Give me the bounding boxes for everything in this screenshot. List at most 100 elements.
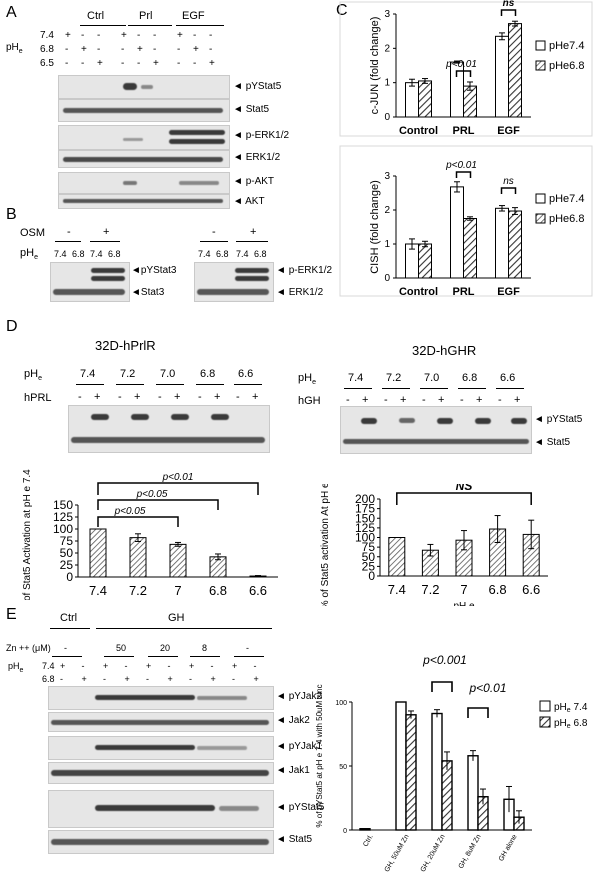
- sig-label: NS: [456, 484, 473, 493]
- ph-sign: -: [210, 661, 214, 671]
- group-underline: [234, 384, 262, 385]
- blot-stat5: [58, 99, 230, 122]
- ph-sign: -: [153, 30, 157, 41]
- sig-label: p<0.05: [114, 506, 146, 517]
- panel-a-letter: A: [6, 4, 17, 21]
- x-tick-label: EGF: [497, 286, 520, 298]
- x-tick-label: Control: [399, 125, 438, 137]
- sig-bracket: [467, 707, 489, 718]
- bar: [405, 714, 417, 831]
- ph-sign: +: [81, 44, 87, 55]
- blot-label: ◄ p-ERK1/2: [233, 130, 290, 141]
- sig-bracket: [455, 171, 472, 178]
- y-tick-label: 0: [368, 569, 375, 583]
- blot-jak2: [48, 712, 274, 732]
- sig-bracket: [431, 681, 453, 692]
- blot-akt: [58, 194, 230, 209]
- group-underline-egf: [176, 25, 224, 26]
- ph-row-value: 7.4: [42, 661, 55, 671]
- ligand-sign: +: [252, 391, 259, 403]
- ligand-sign: +: [214, 391, 221, 403]
- osm-sign: +: [103, 226, 110, 238]
- legend-label: pHe 6.8: [554, 718, 588, 730]
- ligand-label: hPRL: [24, 392, 52, 404]
- bar: [89, 528, 107, 578]
- legend-swatch: [539, 700, 551, 712]
- ph-value: 7.0: [160, 368, 176, 380]
- ph-sign: +: [177, 30, 183, 41]
- sig-label: ns: [503, 176, 514, 187]
- x-tick-label: 7: [460, 582, 467, 597]
- blot-label: ◄ pYStat5: [233, 81, 282, 92]
- group-underline: [196, 384, 224, 385]
- y-tick-label: 175: [355, 502, 375, 516]
- blot-label: ◄ Stat5: [534, 437, 571, 448]
- blot-pystat3: [50, 262, 130, 302]
- ph-label: pHe: [298, 372, 316, 387]
- bar: [359, 828, 371, 831]
- left-title: 32D-hPrlR: [95, 338, 156, 353]
- zn-value: 20: [160, 643, 171, 653]
- ph-sign: -: [189, 674, 192, 684]
- blot-label: ◄ p-ERK1/2: [276, 265, 333, 276]
- ph-value: 6.6: [238, 368, 254, 380]
- x-tick-label: GH, 50uM Zn: [384, 833, 411, 873]
- group-underline: [76, 384, 104, 385]
- group-underline: [496, 388, 524, 389]
- zn-underline: [234, 656, 264, 657]
- x-tick-label: 7: [174, 583, 181, 598]
- y-tick-label: 1: [384, 239, 390, 250]
- ph-sign: -: [193, 30, 197, 41]
- ph-sign: -: [146, 674, 149, 684]
- ph-sign: -: [177, 58, 181, 69]
- gh-label: GH: [168, 612, 185, 624]
- legend-label: pHe6.8: [549, 60, 584, 72]
- ph-value: 6.8: [200, 368, 216, 380]
- y-tick-label: 150: [355, 511, 375, 525]
- ph-sign: +: [209, 58, 215, 69]
- blot-label: ◄ p-AKT: [233, 176, 275, 187]
- blot-pystat5-e: [48, 790, 274, 828]
- legend-swatch: [535, 60, 546, 71]
- blot-label: ◄ Stat5: [276, 834, 313, 845]
- ph-row-value: 6.5: [40, 58, 54, 69]
- y-tick-label: 50: [362, 550, 376, 564]
- legend-label: pHe7.4: [549, 193, 584, 205]
- bar: [467, 755, 479, 831]
- bar: [495, 35, 509, 118]
- ph-sign: -: [81, 661, 85, 671]
- x-tick-label: GH alone: [498, 833, 519, 862]
- x-tick-label: 6.6: [249, 583, 267, 598]
- blot-label: ◄pYStat3: [131, 265, 177, 276]
- bar: [388, 537, 406, 577]
- y-tick-label: 2: [384, 43, 390, 54]
- ligand-sign: -: [346, 394, 350, 406]
- sig-bracket: [97, 482, 259, 495]
- ph-sign: +: [103, 661, 109, 671]
- group-underline: [420, 388, 448, 389]
- ph-sign: +: [153, 58, 159, 69]
- ph-sign: -: [137, 58, 141, 69]
- x-tick-label: GH, 8uM Zn: [458, 833, 483, 870]
- blot-label: ◄ Jak2: [276, 715, 310, 726]
- ph-sign: +: [189, 661, 195, 671]
- chart-c-jun: 0 1 2 3c-JUN (fold change) Control PRL EGF p<0.…: [339, 0, 593, 137]
- blot-pystat5: [58, 75, 230, 99]
- osm-sign: -: [67, 226, 71, 238]
- ph-sign: +: [253, 674, 259, 684]
- bar: [463, 85, 477, 118]
- zn-underline: [148, 656, 178, 657]
- sig-bracket: [500, 187, 517, 194]
- blot-label: ◄ ERK1/2: [233, 152, 281, 163]
- sig-label: p<0.01: [445, 59, 477, 70]
- ligand-sign: -: [498, 394, 502, 406]
- blot-label: ◄ pYJak1: [276, 741, 323, 752]
- x-tick-label: 7.2: [129, 583, 147, 598]
- zn-underline: [52, 656, 82, 657]
- zn-underline: [190, 656, 220, 657]
- blot-label: ◄ Stat5: [233, 104, 270, 115]
- group-label-egf: EGF: [182, 10, 205, 22]
- ph-sign: -: [167, 661, 171, 671]
- x-tick-label: 7.2: [421, 582, 439, 597]
